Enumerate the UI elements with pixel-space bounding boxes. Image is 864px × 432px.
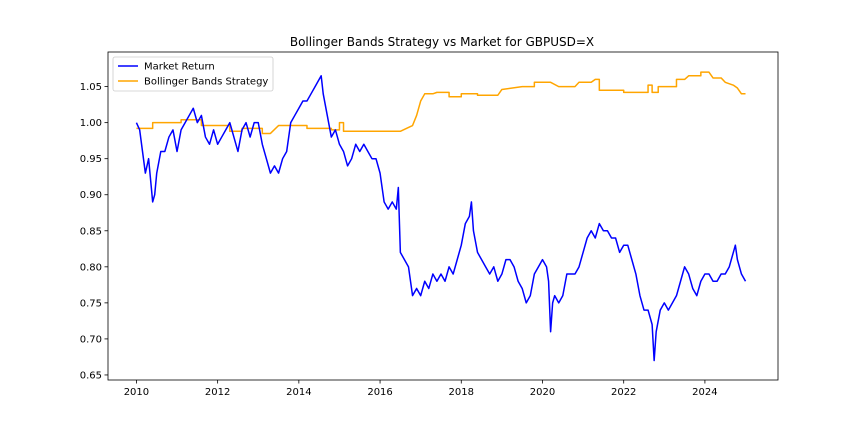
y-tick-label: 0.95 [80,154,102,165]
y-axis: 0.65 0.70 0.75 0.80 0.85 0.90 0.95 1.00 1.05 [80,82,108,381]
legend-label-bollinger-bands-strategy: Bollinger Bands Strategy [144,77,268,88]
plot-frame [107,51,779,381]
legend-box [112,56,274,92]
legend: Market Return Bollinger Bands Strategy [112,56,274,92]
x-tick-label: 2014 [286,387,311,398]
x-tick-label: 2012 [205,387,230,398]
y-tick-label: 0.85 [80,226,102,237]
y-tick-label: 0.65 [80,370,102,381]
x-tick-label: 2018 [449,387,474,398]
y-tick-label: 0.75 [80,298,102,309]
y-tick-label: 0.90 [80,190,102,201]
series-layer [135,71,747,362]
x-tick-label: 2016 [367,387,392,398]
legend-label-market-return: Market Return [144,62,215,73]
chart-title: Bollinger Bands Strategy vs Market for G… [290,35,594,49]
x-tick-label: 2024 [692,387,717,398]
x-tick-label: 2022 [611,387,636,398]
x-axis: 2010 2012 2014 2016 2018 2020 2022 2024 [124,380,718,398]
x-tick-label: 2020 [530,387,555,398]
y-tick-label: 1.00 [80,118,102,129]
y-tick-label: 0.70 [80,334,102,345]
y-tick-label: 0.80 [80,262,102,273]
x-tick-label: 2010 [124,387,149,398]
series-line-market-return [135,75,747,362]
y-tick-label: 1.05 [80,82,102,93]
series-line-bollinger-bands-strategy [136,71,746,135]
